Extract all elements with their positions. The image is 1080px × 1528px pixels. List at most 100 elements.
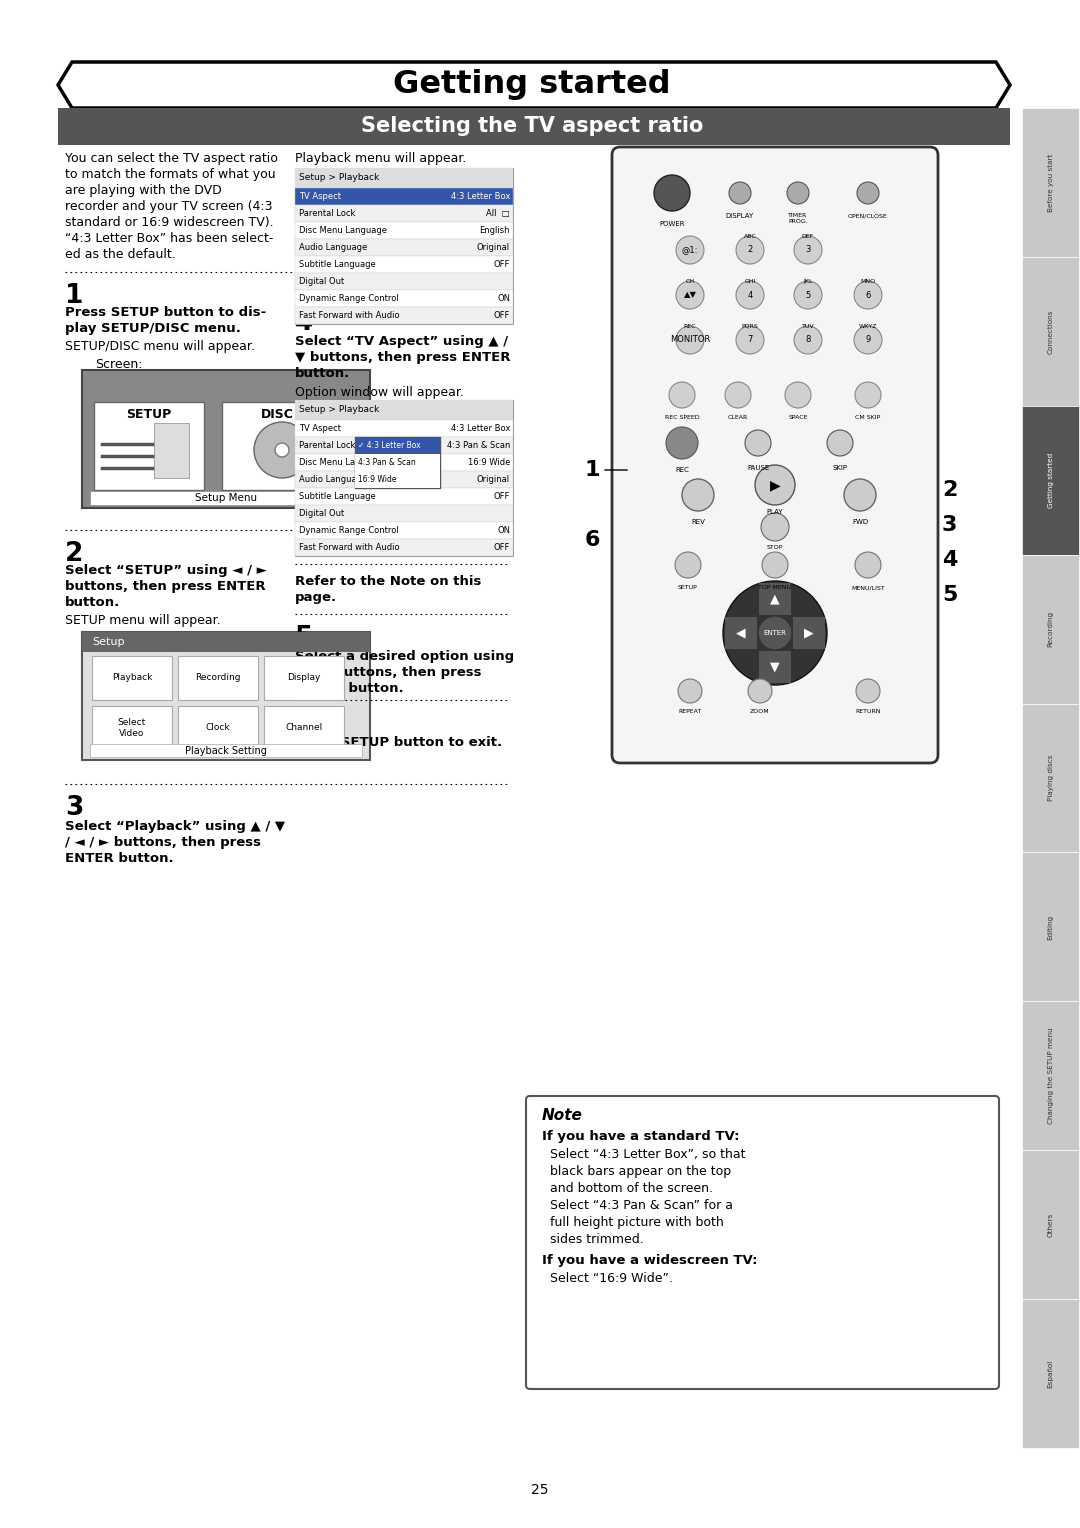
Text: REC: REC bbox=[684, 324, 697, 329]
Text: REV: REV bbox=[691, 520, 705, 526]
Text: DEF: DEF bbox=[801, 234, 814, 238]
Bar bbox=[355, 437, 440, 487]
Text: Selecting the TV aspect ratio: Selecting the TV aspect ratio bbox=[361, 116, 703, 136]
Circle shape bbox=[854, 325, 882, 354]
Text: buttons, then press ENTER: buttons, then press ENTER bbox=[65, 581, 266, 593]
Bar bbox=[295, 400, 513, 420]
Text: 7: 7 bbox=[747, 336, 753, 344]
Circle shape bbox=[275, 443, 289, 457]
Text: Getting started: Getting started bbox=[393, 69, 671, 101]
Text: TV Aspect: TV Aspect bbox=[299, 193, 341, 202]
Text: Setup > Playback: Setup > Playback bbox=[299, 405, 379, 414]
Text: OPEN/CLOSE: OPEN/CLOSE bbox=[848, 212, 888, 219]
Bar bbox=[295, 400, 513, 556]
Text: MONITOR: MONITOR bbox=[670, 336, 711, 344]
Bar bbox=[355, 454, 440, 471]
Text: REC SPEED: REC SPEED bbox=[664, 416, 700, 420]
Text: ▲ / ▼ buttons, then press: ▲ / ▼ buttons, then press bbox=[295, 666, 482, 678]
Text: Disc Menu Language: Disc Menu Language bbox=[299, 458, 387, 468]
Bar bbox=[90, 490, 362, 504]
Text: ◀: ◀ bbox=[737, 626, 746, 640]
Bar bbox=[178, 656, 258, 700]
Circle shape bbox=[745, 429, 771, 455]
Bar bbox=[154, 423, 189, 478]
Text: are playing with the DVD: are playing with the DVD bbox=[65, 183, 221, 197]
Circle shape bbox=[843, 478, 876, 510]
Text: ENTER: ENTER bbox=[764, 630, 786, 636]
Text: Getting started: Getting started bbox=[1048, 452, 1053, 507]
Text: Fast Forward with Audio: Fast Forward with Audio bbox=[299, 312, 400, 319]
Text: GHI: GHI bbox=[744, 280, 756, 284]
Text: CLEAR: CLEAR bbox=[728, 416, 748, 420]
Bar bbox=[264, 656, 345, 700]
Bar bbox=[82, 633, 370, 652]
Circle shape bbox=[678, 678, 702, 703]
Bar bbox=[264, 706, 345, 750]
Text: Audio Language: Audio Language bbox=[299, 475, 367, 484]
Circle shape bbox=[794, 281, 822, 309]
Circle shape bbox=[794, 235, 822, 264]
Bar bbox=[1022, 406, 1079, 555]
Text: RETURN: RETURN bbox=[855, 709, 881, 714]
Circle shape bbox=[669, 382, 696, 408]
Text: CM SKIP: CM SKIP bbox=[855, 416, 880, 420]
Text: Original: Original bbox=[477, 243, 510, 252]
Text: Select “Playback” using ▲ / ▼: Select “Playback” using ▲ / ▼ bbox=[65, 821, 285, 833]
Text: TUV: TUV bbox=[801, 324, 814, 329]
Text: Original: Original bbox=[477, 475, 510, 484]
Text: PLAY: PLAY bbox=[767, 509, 783, 515]
Bar bbox=[1022, 257, 1079, 406]
Text: POWER: POWER bbox=[659, 222, 685, 228]
Text: STOP: STOP bbox=[767, 545, 783, 550]
Bar bbox=[178, 706, 258, 750]
Text: Playback Setting: Playback Setting bbox=[185, 746, 267, 756]
Text: Audio Language: Audio Language bbox=[299, 243, 367, 252]
Text: 5: 5 bbox=[942, 585, 957, 605]
Circle shape bbox=[762, 552, 788, 578]
Text: Setup: Setup bbox=[92, 637, 124, 646]
Bar bbox=[58, 108, 1010, 145]
Bar bbox=[1022, 108, 1079, 257]
Text: sides trimmed.: sides trimmed. bbox=[550, 1233, 644, 1245]
Circle shape bbox=[748, 678, 772, 703]
Circle shape bbox=[676, 235, 704, 264]
Bar bbox=[295, 205, 513, 222]
Text: SKIP: SKIP bbox=[833, 465, 848, 471]
Text: Playback: Playback bbox=[112, 674, 152, 683]
Circle shape bbox=[675, 552, 701, 578]
Bar bbox=[295, 307, 513, 324]
Text: 16:9 Wide: 16:9 Wide bbox=[357, 475, 396, 484]
Text: Editing: Editing bbox=[1048, 914, 1053, 940]
Text: MENU/LIST: MENU/LIST bbox=[851, 585, 885, 590]
Bar bbox=[295, 471, 513, 487]
Text: 4: 4 bbox=[747, 290, 753, 299]
Text: All  □: All □ bbox=[486, 209, 510, 219]
Text: Channel: Channel bbox=[285, 723, 323, 732]
Bar bbox=[295, 168, 513, 324]
Text: Select “4:3 Pan & Scan” for a: Select “4:3 Pan & Scan” for a bbox=[550, 1199, 733, 1212]
Text: Digital Out: Digital Out bbox=[299, 277, 345, 286]
Bar bbox=[793, 617, 825, 649]
Text: 4: 4 bbox=[942, 550, 957, 570]
Bar bbox=[1022, 1151, 1079, 1299]
Bar bbox=[1022, 703, 1079, 853]
Text: ON: ON bbox=[497, 526, 510, 535]
Text: Press SETUP button to exit.: Press SETUP button to exit. bbox=[295, 736, 502, 749]
Text: SETUP/DISC menu will appear.: SETUP/DISC menu will appear. bbox=[65, 341, 255, 353]
Text: 4: 4 bbox=[295, 310, 313, 336]
Text: 4:3 Letter Box: 4:3 Letter Box bbox=[450, 193, 510, 202]
Text: Others: Others bbox=[1048, 1213, 1053, 1236]
Text: 3: 3 bbox=[942, 515, 957, 535]
Text: ON: ON bbox=[497, 293, 510, 303]
Text: 4:3 Pan & Scan: 4:3 Pan & Scan bbox=[447, 442, 510, 451]
Bar bbox=[222, 402, 332, 490]
Text: 9: 9 bbox=[865, 336, 870, 344]
Text: 5: 5 bbox=[295, 625, 313, 651]
Text: REPEAT: REPEAT bbox=[678, 709, 702, 714]
Circle shape bbox=[676, 325, 704, 354]
Text: Option window will appear.: Option window will appear. bbox=[295, 387, 464, 399]
Text: Select a desired option using: Select a desired option using bbox=[295, 649, 514, 663]
Text: ✓ 4:3 Letter Box: ✓ 4:3 Letter Box bbox=[357, 442, 420, 451]
Text: ENTER button.: ENTER button. bbox=[295, 681, 404, 695]
Text: Select “TV Aspect” using ▲ /: Select “TV Aspect” using ▲ / bbox=[295, 335, 508, 348]
